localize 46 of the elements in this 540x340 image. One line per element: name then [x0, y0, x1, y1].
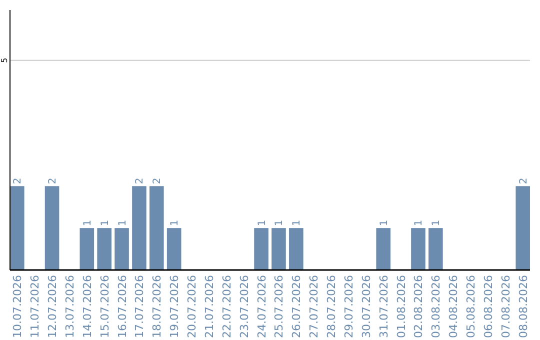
data-label: 1	[292, 220, 303, 226]
data-label: 2	[152, 178, 164, 184]
x-tick-label: 16.07.2026	[116, 275, 129, 338]
data-label: 2	[134, 178, 146, 184]
x-tick-label: 18.07.2026	[150, 275, 164, 338]
data-label: 1	[82, 220, 94, 226]
x-tick-label: 19.07.2026	[168, 275, 182, 338]
data-label: 1	[431, 220, 442, 226]
x-tick-label: 21.07.2026	[202, 275, 216, 338]
x-tick-label: 23.07.2026	[238, 275, 251, 338]
x-tick-label: 11.07.2026	[28, 275, 42, 338]
data-label: 2	[518, 178, 530, 184]
x-tick-label: 08.08.2026	[516, 275, 530, 338]
x-tick-label: 22.07.2026	[220, 275, 234, 338]
x-tick-label: 13.07.2026	[63, 275, 76, 338]
x-tick-label: 24.07.2026	[255, 275, 268, 338]
x-tick-label: 17.07.2026	[133, 275, 146, 338]
data-label: 1	[256, 220, 268, 226]
x-tick-label: 26.07.2026	[290, 275, 304, 338]
x-tick-label: 05.08.2026	[464, 275, 478, 338]
data-label: 1	[274, 220, 286, 226]
x-tick-label: 01.08.2026	[394, 275, 408, 338]
x-tick-label: 30.07.2026	[360, 275, 373, 338]
x-tick-label: 04.08.2026	[447, 275, 460, 338]
y-tick-label: 5	[0, 58, 9, 63]
x-tick-label: 31.07.2026	[377, 275, 390, 338]
x-tick-label: 20.07.2026	[186, 275, 199, 338]
data-label: 1	[100, 220, 111, 226]
x-tick-label: 06.08.2026	[482, 275, 495, 338]
data-label: 1	[414, 220, 425, 226]
x-tick-label: 25.07.2026	[272, 275, 286, 338]
data-label: 1	[378, 220, 390, 226]
data-label: 1	[117, 220, 128, 226]
x-tick-label: 27.07.2026	[308, 275, 321, 338]
x-tick-label: 14.07.2026	[80, 275, 94, 338]
x-tick-label: 03.08.2026	[430, 275, 443, 338]
data-label: 1	[170, 220, 181, 226]
x-tick-label: 29.07.2026	[342, 275, 356, 338]
x-tick-label: 12.07.2026	[46, 275, 60, 338]
data-label: 2	[48, 178, 59, 184]
x-tick-label: 15.07.2026	[98, 275, 112, 338]
x-tick-label: 02.08.2026	[412, 275, 426, 338]
data-label: 2	[12, 178, 24, 184]
x-tick-label: 10.07.2026	[11, 275, 24, 338]
x-tick-label: 28.07.2026	[325, 275, 338, 338]
x-tick-label: 07.08.2026	[499, 275, 512, 338]
